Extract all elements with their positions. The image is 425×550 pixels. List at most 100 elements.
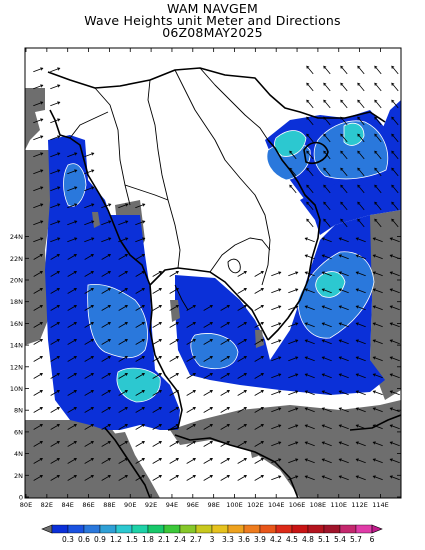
arrow-head xyxy=(192,356,197,359)
arrow-head xyxy=(141,322,146,325)
arrow-shaft xyxy=(271,475,281,481)
arrow-head xyxy=(73,288,78,291)
arrow-head xyxy=(124,407,129,410)
arrow-head xyxy=(391,116,395,120)
arrow-shaft xyxy=(305,322,315,328)
arrow-shaft xyxy=(33,152,43,158)
arrow-shaft xyxy=(391,82,399,92)
arrow-shaft xyxy=(67,390,77,396)
arrow-shaft xyxy=(152,288,162,294)
arrow-shaft xyxy=(33,135,43,141)
arrow-shaft xyxy=(101,458,111,464)
colorbar-swatch xyxy=(115,524,133,534)
arrow-shaft xyxy=(356,288,366,294)
arrow-head xyxy=(372,441,376,445)
lon-label: 106E xyxy=(289,501,306,509)
arrow-shaft xyxy=(50,101,60,107)
arrow-head xyxy=(73,441,78,444)
lon-label: 90E xyxy=(124,501,136,509)
arrow-head xyxy=(338,424,342,428)
arrow-shaft xyxy=(356,475,366,481)
arrow-shaft xyxy=(84,237,94,243)
arrow-shaft xyxy=(169,458,179,464)
lon-label: 86E xyxy=(82,501,94,509)
arrow-head xyxy=(295,475,299,479)
arrow-head xyxy=(243,390,248,393)
arrow-shaft xyxy=(203,322,213,328)
arrow-shaft xyxy=(322,373,332,379)
arrow-head xyxy=(391,218,395,222)
lon-label: 114E xyxy=(372,501,389,509)
arrow-head xyxy=(90,288,95,291)
arrow-shaft xyxy=(237,373,247,379)
arrow-head xyxy=(39,356,44,359)
arrow-head xyxy=(338,237,342,241)
arrow-shaft xyxy=(373,322,383,328)
arrow-head xyxy=(39,288,44,291)
arrow-head xyxy=(91,152,95,156)
arrow-head xyxy=(226,441,231,444)
arrow-head xyxy=(391,99,395,103)
arrow-shaft xyxy=(118,424,128,430)
arrow-shaft xyxy=(305,407,315,413)
colorbar-label: 2.7 xyxy=(190,535,202,544)
arrow-head xyxy=(192,390,197,393)
arrow-shaft xyxy=(135,390,145,396)
arrow-head xyxy=(340,116,344,120)
arrow-shaft xyxy=(101,271,111,277)
arrow-shaft xyxy=(135,475,145,481)
arrow-shaft xyxy=(169,424,179,430)
arrow-shaft xyxy=(152,424,162,430)
arrow-shaft xyxy=(340,184,348,194)
arrow-shaft xyxy=(169,407,179,413)
ocean-high xyxy=(116,122,365,403)
arrow-shaft xyxy=(118,322,128,328)
arrow-shaft xyxy=(390,441,400,447)
arrow-head xyxy=(90,458,95,461)
arrow-head xyxy=(91,169,95,173)
arrow-shaft xyxy=(288,356,298,362)
arrow-shaft xyxy=(390,390,400,396)
arrow-shaft xyxy=(305,356,315,362)
arrow-head xyxy=(260,271,265,274)
arrow-head xyxy=(338,288,342,292)
arrow-head xyxy=(74,169,78,173)
arrow-head xyxy=(374,150,378,154)
arrow-head xyxy=(141,441,146,444)
arrow-head xyxy=(108,220,112,224)
arrow-head xyxy=(243,424,248,427)
arrow-shaft xyxy=(33,84,43,90)
arrow-head xyxy=(73,356,78,359)
arrow-head xyxy=(321,356,325,360)
arrow-shaft xyxy=(118,339,128,345)
arrow-shaft xyxy=(33,390,43,396)
arrow-head xyxy=(321,475,325,479)
arrow-shaft xyxy=(203,356,213,362)
arrow-head xyxy=(321,458,325,462)
arrow-head xyxy=(338,339,342,343)
arrow-head xyxy=(355,424,359,428)
arrow-shaft xyxy=(118,254,128,260)
arrow-head xyxy=(389,424,393,428)
arrow-shaft xyxy=(84,152,94,158)
arrow-shaft xyxy=(135,237,145,243)
arrow-head xyxy=(57,135,61,139)
arrow-shaft xyxy=(118,390,128,396)
arrow-head xyxy=(158,322,163,325)
arrow-shaft xyxy=(322,237,332,243)
arrow-head xyxy=(372,322,376,326)
arrow-shaft xyxy=(67,407,77,413)
lon-label: 112E xyxy=(351,501,368,509)
arrow-shaft xyxy=(186,322,196,328)
arrow-shaft xyxy=(186,441,196,447)
arrow-head xyxy=(295,407,299,411)
lat-label: 22N xyxy=(10,255,23,263)
arrow-head xyxy=(243,407,248,410)
arrow-head xyxy=(374,133,378,137)
arrow-head xyxy=(57,169,61,173)
arrow-head xyxy=(306,150,310,154)
arrow-head xyxy=(374,65,378,69)
arrow-head xyxy=(73,339,78,342)
arrow-head xyxy=(141,407,146,410)
arrow-shaft xyxy=(356,305,366,311)
